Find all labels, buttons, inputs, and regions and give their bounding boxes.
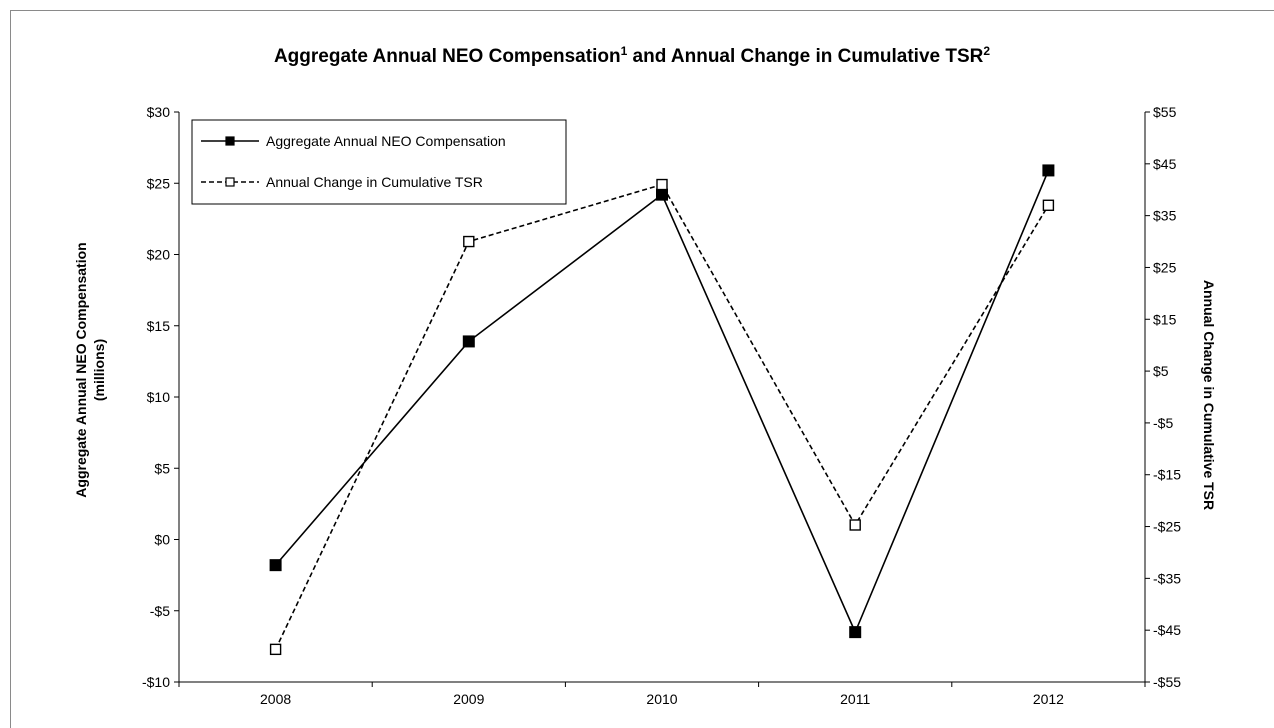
title-superscript: 1: [621, 44, 628, 58]
legend-marker: [225, 136, 235, 146]
right-y-tick-label: $15: [1153, 311, 1177, 327]
data-point-marker: [849, 519, 861, 531]
x-axis-ticks: 2008 2009 2010 2011 2012: [178, 682, 1146, 707]
series-layer: [269, 164, 1055, 656]
right-y-tick-label: -$5: [1153, 415, 1173, 431]
series-2: [269, 178, 1055, 656]
left-y-tick-label: -$5: [150, 603, 170, 619]
data-point-marker: [269, 643, 282, 656]
right-y-tick-label: $5: [1153, 363, 1169, 379]
data-point-marker: [269, 559, 282, 572]
title-superscript: 2: [983, 44, 990, 58]
title-segment: and Annual Change in Cumulative TSR: [627, 46, 983, 67]
data-point-marker: [656, 178, 668, 191]
right-y-tick-label: -$15: [1153, 467, 1181, 483]
right-y-tick-label: -$55: [1153, 674, 1181, 690]
left-y-tick-label: $25: [147, 175, 171, 191]
x-tick-label: 2010: [646, 691, 677, 707]
x-tick-label: 2008: [260, 691, 291, 707]
legend-marker: [225, 177, 235, 187]
left-y-tick-label: $10: [147, 389, 171, 405]
right-y-tick-label: $35: [1153, 208, 1177, 224]
series-line: [274, 183, 1050, 650]
chart-frame: [10, 10, 1274, 728]
data-point-marker: [849, 626, 862, 639]
legend-box: [191, 119, 567, 205]
right-y-tick-label: $45: [1153, 156, 1177, 172]
right-y-axis-title-text: Annual Change in Cumulative TSR: [1201, 280, 1217, 510]
left-y-axis-title: Aggregate Annual NEO Compensation (milli…: [73, 242, 107, 497]
right-y-tick-label: -$35: [1153, 570, 1181, 586]
series-1: [269, 164, 1055, 639]
left-y-tick-label: $30: [147, 104, 171, 120]
left-y-axis-ticks: $30 $25 $20 $15 $10 $5 $0 -$5 -$10: [142, 104, 179, 690]
chart-title: Aggregate Annual NEO Compensation1 and A…: [274, 44, 990, 67]
legend-item: Aggregate Annual NEO Compensation: [201, 133, 506, 149]
x-tick-label: 2009: [453, 691, 484, 707]
x-tick-label: 2011: [840, 691, 870, 707]
legend-item: Annual Change in Cumulative TSR: [201, 174, 483, 190]
left-y-tick-label: $15: [147, 318, 171, 334]
right-y-axis-ticks: $55 $45 $35 $25 $15 $5 -$5 -$15 -$25 -$35 -$45 -$55: [1145, 104, 1181, 690]
legend: Aggregate Annual NEO Compensation Annual …: [191, 119, 567, 205]
data-point-marker: [1042, 164, 1055, 177]
legend-label: Aggregate Annual NEO Compensation: [266, 133, 506, 149]
data-point-marker: [463, 235, 475, 248]
right-y-tick-label: $55: [1153, 104, 1177, 120]
right-y-tick-label: -$25: [1153, 519, 1181, 535]
left-y-axis-title-line1: Aggregate Annual NEO Compensation: [73, 242, 89, 497]
left-y-tick-label: -$10: [142, 674, 170, 690]
left-y-tick-label: $20: [147, 247, 171, 263]
title-segment: Aggregate Annual NEO Compensation: [274, 46, 621, 67]
left-y-tick-label: $0: [154, 532, 170, 548]
right-y-tick-label: $25: [1153, 259, 1177, 275]
legend-label: Annual Change in Cumulative TSR: [266, 174, 483, 190]
data-point-marker: [462, 335, 475, 348]
right-y-axis-title: Annual Change in Cumulative TSR: [1201, 280, 1217, 510]
data-point-marker: [1042, 199, 1055, 211]
series-line: [274, 170, 1050, 635]
x-tick-label: 2012: [1033, 691, 1064, 707]
left-y-axis-title-line2: (millions): [91, 339, 107, 401]
right-y-tick-label: -$45: [1153, 622, 1181, 638]
left-y-tick-label: $5: [154, 460, 170, 476]
